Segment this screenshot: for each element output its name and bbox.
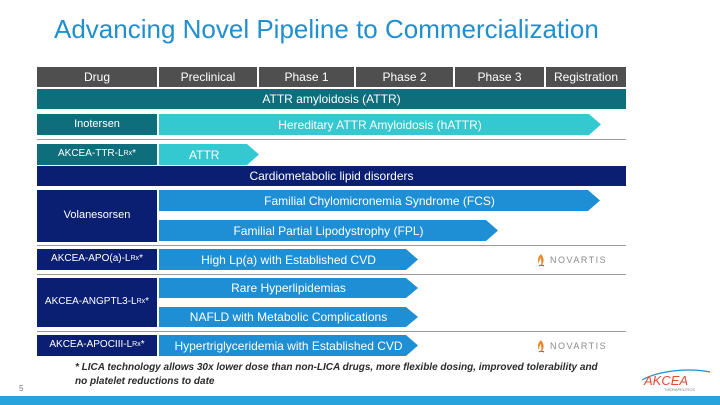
- drug-volanesorsen: Volanesorsen: [37, 190, 157, 242]
- footnote: * LICA technology allows 30x lower dose …: [75, 362, 598, 387]
- program-lpa: High Lp(a) with Established CVD: [159, 249, 418, 270]
- page-title: Advancing Novel Pipeline to Commercializ…: [54, 14, 599, 44]
- drug-subscript: Rx: [123, 150, 133, 158]
- header-preclinical: Preclinical: [159, 67, 257, 87]
- drug-akcea-apoa: AKCEA-APO(a)-L Rx *: [37, 249, 157, 270]
- program-rare-hyperlipidemias: Rare Hyperlipidemias: [159, 278, 418, 298]
- page-number: 5: [19, 384, 24, 393]
- program-fcs: Familial Chylomicronemia Syndrome (FCS): [159, 190, 600, 211]
- partner-name: NOVARTIS: [550, 255, 608, 265]
- header-registration: Registration: [546, 67, 626, 87]
- row-divider: [37, 245, 626, 246]
- drug-inotersen: Inotersen: [37, 114, 157, 135]
- header-drug: Drug: [37, 67, 157, 87]
- partner-name: NOVARTIS: [550, 341, 608, 351]
- drug-subscript: Rx: [132, 341, 141, 349]
- logo-wordmark: AKCEA: [643, 373, 688, 388]
- drug-akcea-apociii: AKCEA-APOCIII-L Rx *: [37, 335, 157, 356]
- program-attr: ATTR: [159, 144, 259, 165]
- header-phase2: Phase 2: [356, 67, 453, 87]
- drug-subscript: Rx: [130, 255, 140, 263]
- drug-name: AKCEA-APO(a)-L: [51, 253, 131, 265]
- bottom-bar: [0, 396, 720, 405]
- partner-novartis-logo: NOVARTIS: [536, 253, 607, 267]
- novartis-flame-icon: [537, 340, 545, 353]
- row-divider: [37, 274, 626, 275]
- novartis-flame-icon: [537, 254, 545, 267]
- akcea-logo: AKCEA THERAPEUTICS: [641, 369, 711, 392]
- category-cardiometabolic: Cardiometabolic lipid disorders: [37, 166, 626, 186]
- drug-name: AKCEA-APOCIII-L: [49, 339, 133, 351]
- row-divider: [37, 331, 626, 332]
- drug-asterisk: *: [132, 148, 137, 160]
- header-phase3: Phase 3: [455, 67, 544, 87]
- drug-akcea-ttr: AKCEA-TTR-L Rx *: [37, 144, 157, 165]
- partner-novartis-logo: NOVARTIS: [536, 339, 607, 353]
- drug-name: AKCEA-TTR-L: [57, 148, 124, 160]
- program-nafld: NAFLD with Metabolic Complications: [159, 307, 418, 327]
- row-divider: [37, 139, 626, 140]
- logo-tagline: THERAPEUTICS: [664, 387, 695, 392]
- drug-asterisk: *: [140, 339, 145, 351]
- drug-subscript: Rx: [136, 298, 146, 306]
- header-phase1: Phase 1: [259, 67, 354, 87]
- program-hypertriglyceridemia: Hypertriglyceridemia with Established CV…: [159, 335, 418, 356]
- drug-akcea-angptl3: AKCEA-ANGPTL3-L Rx *: [37, 278, 157, 327]
- program-hattr: Hereditary ATTR Amyloidosis (hATTR): [159, 114, 601, 135]
- drug-asterisk: *: [139, 253, 143, 265]
- drug-name: AKCEA-ANGPTL3-L: [44, 296, 137, 308]
- program-fpl: Familial Partial Lipodystrophy (FPL): [159, 220, 498, 241]
- drug-asterisk: *: [145, 296, 150, 308]
- category-attr: ATTR amyloidosis (ATTR): [37, 89, 626, 109]
